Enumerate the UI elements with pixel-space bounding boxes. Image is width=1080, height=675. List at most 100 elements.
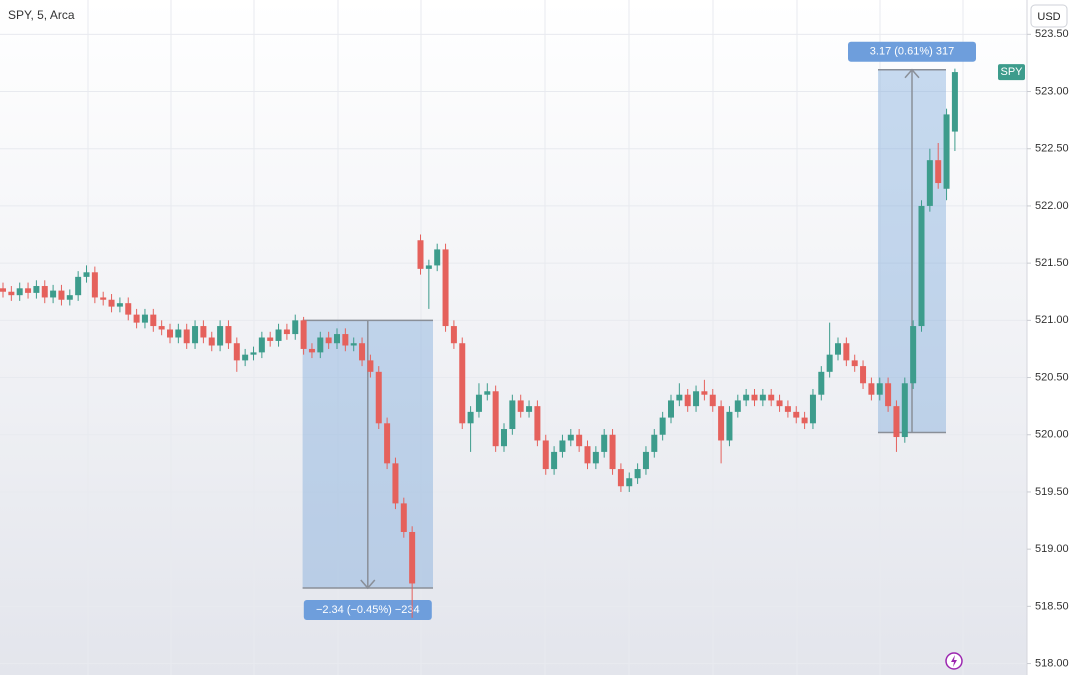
candle-body bbox=[467, 411, 474, 424]
candle-body bbox=[75, 276, 82, 296]
candle-body bbox=[192, 326, 199, 344]
candle-body bbox=[851, 360, 858, 367]
candle-body bbox=[843, 343, 850, 361]
y-tick-label: 519.50 bbox=[1035, 486, 1069, 498]
y-tick-label: 521.50 bbox=[1035, 257, 1069, 269]
candle-body bbox=[910, 326, 917, 384]
candle-body bbox=[325, 337, 332, 344]
measure-arrowhead bbox=[360, 579, 376, 590]
candle-body bbox=[359, 343, 366, 361]
candle-body bbox=[935, 160, 942, 184]
candle-body bbox=[743, 394, 750, 401]
currency-button[interactable] bbox=[1030, 4, 1068, 28]
candle-body bbox=[776, 400, 783, 407]
candle-body bbox=[609, 434, 616, 470]
y-tick-label: 519.00 bbox=[1035, 543, 1069, 555]
candle-body bbox=[885, 383, 892, 407]
candle-body bbox=[100, 297, 107, 300]
candle-body bbox=[208, 337, 215, 346]
candle-body bbox=[108, 299, 115, 307]
candle-body bbox=[267, 337, 274, 341]
candle-body bbox=[592, 451, 599, 464]
price-axis-background bbox=[1027, 0, 1080, 675]
candle-body bbox=[659, 417, 666, 435]
candle-body bbox=[384, 423, 391, 464]
candle-body bbox=[83, 272, 90, 277]
candle-body bbox=[33, 286, 40, 293]
candle-body bbox=[951, 72, 958, 132]
candle-body bbox=[509, 400, 516, 430]
candle-body bbox=[501, 429, 507, 447]
last-price-tag bbox=[998, 64, 1025, 81]
candle-body bbox=[58, 290, 65, 300]
candle-body bbox=[425, 265, 432, 269]
candle-body bbox=[784, 406, 791, 412]
candle-body bbox=[617, 469, 624, 487]
candle-body bbox=[25, 288, 32, 293]
candle-body bbox=[459, 343, 466, 424]
candle-body bbox=[517, 400, 524, 412]
candle-body bbox=[183, 329, 190, 344]
candle-body bbox=[342, 334, 349, 346]
candle-body bbox=[41, 286, 48, 298]
y-tick-label: 522.00 bbox=[1035, 200, 1069, 212]
candle-body bbox=[826, 354, 833, 372]
candle-body bbox=[292, 320, 299, 335]
y-tick-label: 518.50 bbox=[1035, 600, 1069, 612]
candle-body bbox=[91, 272, 98, 298]
candle-body bbox=[551, 451, 558, 470]
candle-body bbox=[701, 391, 708, 395]
candle-body bbox=[116, 303, 123, 307]
y-tick-label: 521.00 bbox=[1035, 314, 1069, 326]
candle-body bbox=[350, 343, 357, 346]
candle-body bbox=[768, 394, 775, 401]
candle-body bbox=[601, 434, 608, 452]
candle-body bbox=[442, 249, 449, 327]
candle-body bbox=[567, 434, 574, 441]
candle-body bbox=[317, 337, 324, 353]
candle-body bbox=[475, 394, 482, 412]
candle-body bbox=[576, 434, 583, 447]
measure-label-box bbox=[848, 41, 976, 62]
candle-body bbox=[308, 348, 315, 353]
candle-body bbox=[709, 394, 716, 407]
candle-body bbox=[141, 314, 148, 323]
candle-body bbox=[125, 303, 132, 315]
candle-body bbox=[634, 469, 641, 479]
candle-body bbox=[868, 383, 875, 395]
candle-body bbox=[434, 249, 441, 266]
y-tick-label: 518.00 bbox=[1035, 657, 1069, 669]
candle-body bbox=[450, 326, 457, 344]
candle-body bbox=[150, 314, 157, 327]
currency-label[interactable]: USD bbox=[1037, 11, 1060, 23]
lightning-glyph bbox=[951, 655, 957, 667]
candle-body bbox=[809, 394, 816, 424]
last-price-name: SPY bbox=[1000, 66, 1023, 78]
candle-body bbox=[300, 320, 307, 349]
candle-body bbox=[283, 329, 290, 335]
candle-body bbox=[918, 205, 925, 327]
candle-body bbox=[651, 434, 658, 452]
y-tick-label: 520.00 bbox=[1035, 429, 1069, 441]
candle-body bbox=[943, 114, 950, 189]
candle-body bbox=[409, 531, 416, 584]
candle-body bbox=[334, 334, 340, 344]
candle-body bbox=[835, 343, 841, 355]
candle-body bbox=[133, 314, 140, 323]
candle-body bbox=[367, 360, 374, 372]
candle-body bbox=[250, 352, 257, 355]
candle-body bbox=[0, 288, 6, 292]
candle-body bbox=[901, 383, 908, 438]
plot-background bbox=[0, 0, 1027, 675]
y-tick-label: 520.50 bbox=[1035, 371, 1069, 383]
time-grid bbox=[87, 0, 964, 675]
y-tick-label: 523.50 bbox=[1035, 28, 1069, 40]
candle-body bbox=[876, 383, 883, 395]
candle-body bbox=[175, 329, 182, 338]
candle-body bbox=[233, 343, 240, 361]
candle-body bbox=[584, 446, 591, 464]
candle-body bbox=[734, 400, 741, 412]
candle-body bbox=[818, 371, 825, 395]
